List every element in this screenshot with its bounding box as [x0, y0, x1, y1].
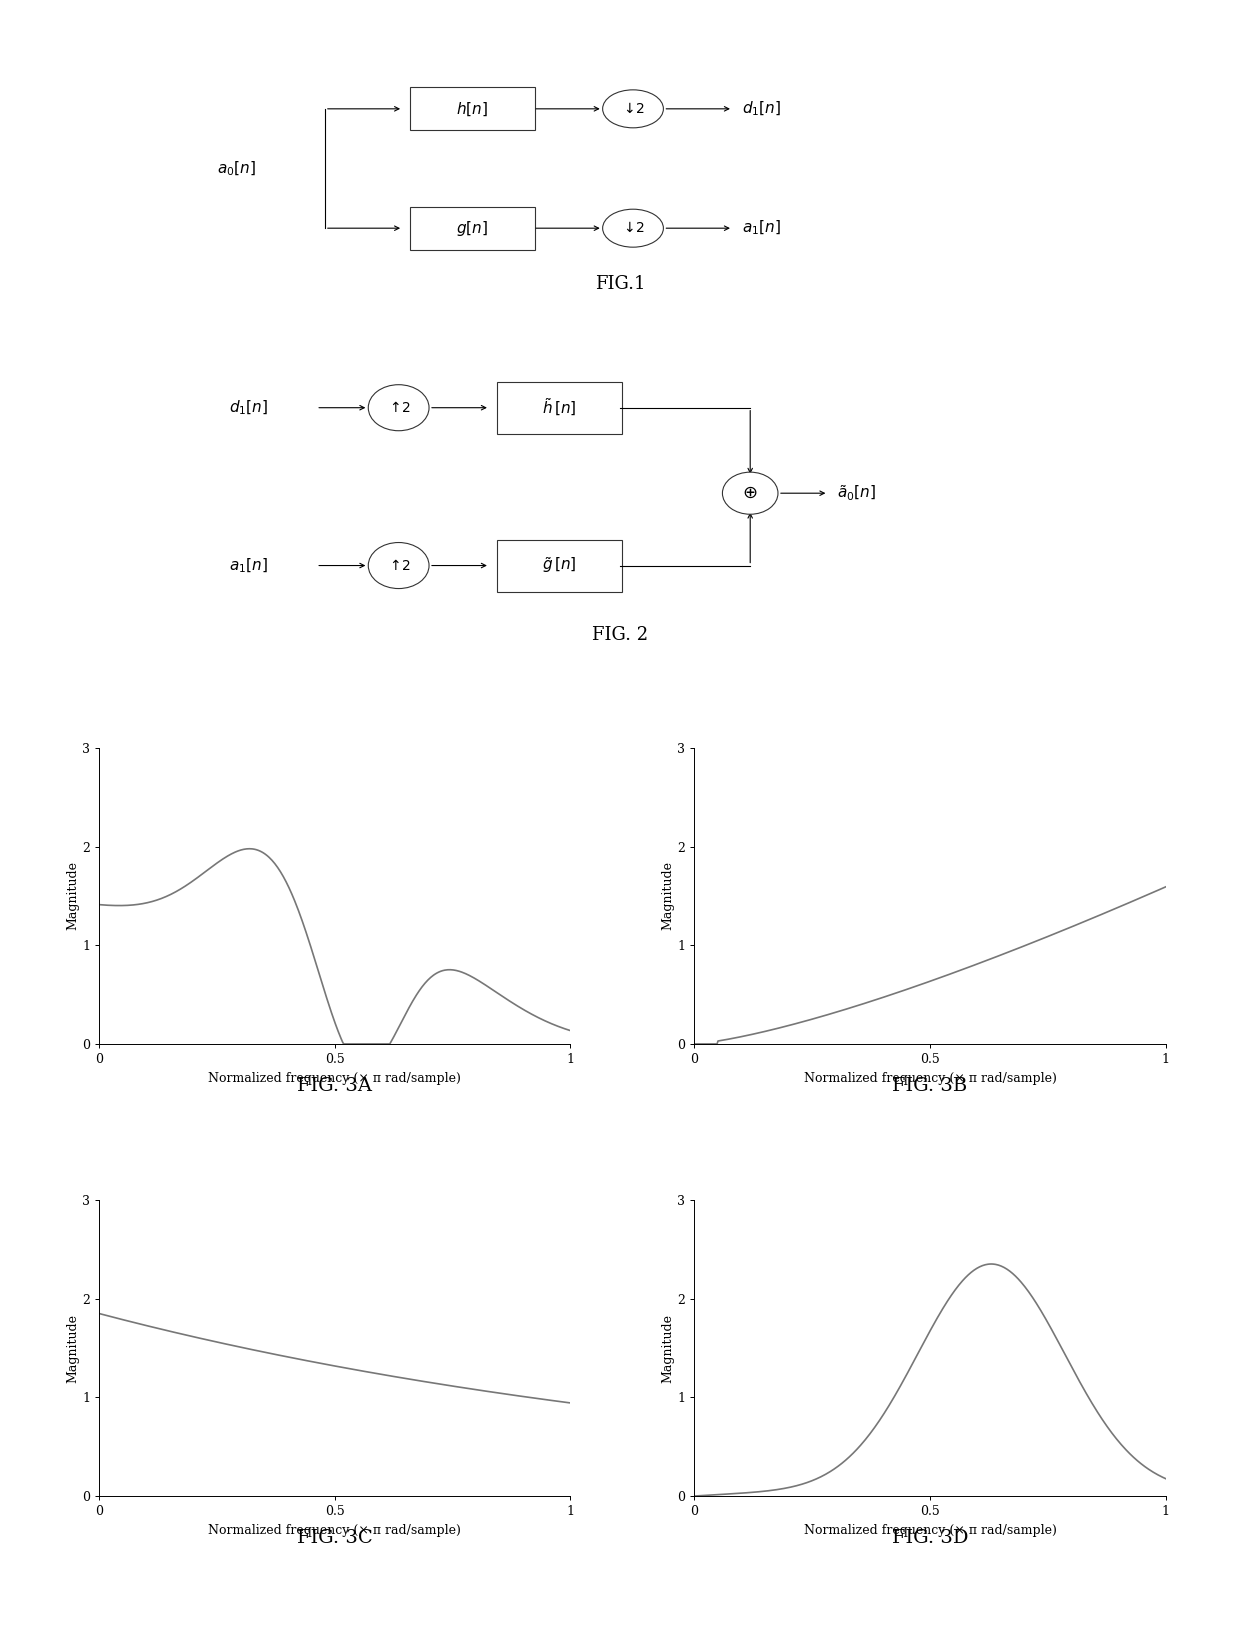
- FancyBboxPatch shape: [497, 539, 621, 592]
- Text: $\tilde{g}\,[n]$: $\tilde{g}\,[n]$: [542, 556, 577, 575]
- Circle shape: [368, 543, 429, 589]
- Circle shape: [603, 90, 663, 128]
- Text: $\downarrow\!2$: $\downarrow\!2$: [621, 102, 645, 115]
- FancyBboxPatch shape: [410, 87, 534, 130]
- Text: FIG. 3A: FIG. 3A: [298, 1077, 372, 1095]
- Text: $g[n]$: $g[n]$: [456, 219, 489, 238]
- Y-axis label: Magnitude: Magnitude: [67, 1314, 79, 1383]
- X-axis label: Normalized frequency (× π rad/sample): Normalized frequency (× π rad/sample): [804, 1072, 1056, 1085]
- Y-axis label: Magnitude: Magnitude: [662, 861, 675, 931]
- FancyBboxPatch shape: [410, 207, 534, 250]
- Text: $d_1[n]$: $d_1[n]$: [229, 398, 269, 418]
- Text: $a_1[n]$: $a_1[n]$: [742, 219, 780, 237]
- Text: $a_0[n]$: $a_0[n]$: [217, 159, 255, 178]
- Circle shape: [723, 472, 777, 515]
- X-axis label: Normalized frequency (× π rad/sample): Normalized frequency (× π rad/sample): [804, 1524, 1056, 1537]
- Text: FIG.1: FIG.1: [595, 275, 645, 293]
- Text: $\uparrow\!2$: $\uparrow\!2$: [387, 557, 410, 574]
- Circle shape: [368, 385, 429, 431]
- Text: $d_1[n]$: $d_1[n]$: [742, 100, 781, 118]
- Circle shape: [603, 209, 663, 247]
- X-axis label: Normalized frequency (× π rad/sample): Normalized frequency (× π rad/sample): [208, 1072, 461, 1085]
- Y-axis label: Magnitude: Magnitude: [67, 861, 79, 931]
- Text: FIG. 3B: FIG. 3B: [893, 1077, 967, 1095]
- Text: FIG. 3D: FIG. 3D: [892, 1529, 968, 1547]
- Text: FIG. 2: FIG. 2: [591, 626, 649, 644]
- FancyBboxPatch shape: [497, 381, 621, 434]
- Text: $\tilde{h}\,[n]$: $\tilde{h}\,[n]$: [542, 398, 577, 418]
- Y-axis label: Magnitude: Magnitude: [662, 1314, 675, 1383]
- Text: $\tilde{a}_0[n]$: $\tilde{a}_0[n]$: [837, 483, 877, 503]
- Text: $\uparrow\!2$: $\uparrow\!2$: [387, 399, 410, 416]
- Text: $a_1[n]$: $a_1[n]$: [229, 556, 268, 575]
- Text: $\downarrow\!2$: $\downarrow\!2$: [621, 222, 645, 235]
- Text: $\oplus$: $\oplus$: [743, 485, 758, 501]
- Text: $h[n]$: $h[n]$: [456, 100, 489, 117]
- Text: FIG. 3C: FIG. 3C: [296, 1529, 373, 1547]
- X-axis label: Normalized frequency (× π rad/sample): Normalized frequency (× π rad/sample): [208, 1524, 461, 1537]
